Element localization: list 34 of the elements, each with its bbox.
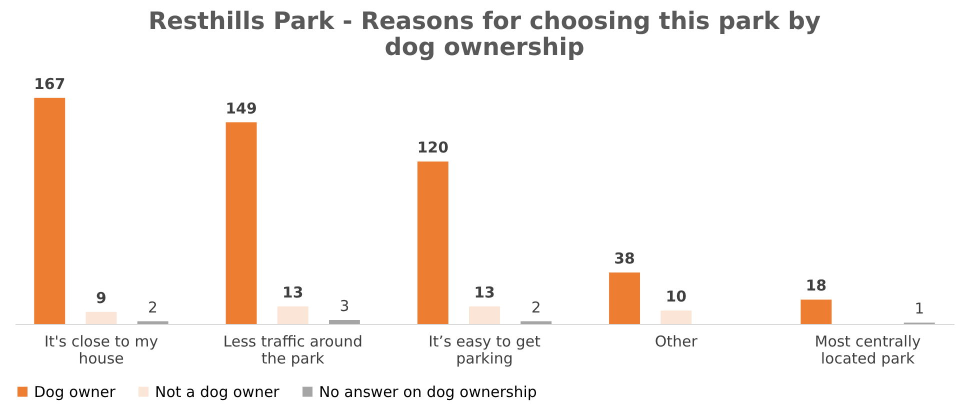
data-label: 13 bbox=[282, 283, 304, 302]
legend-label: Dog owner bbox=[34, 382, 116, 401]
bar bbox=[34, 98, 66, 324]
data-label: 10 bbox=[666, 287, 687, 306]
data-label: 120 bbox=[417, 138, 449, 157]
bar bbox=[417, 162, 448, 324]
bar bbox=[137, 321, 168, 324]
legend-label: Not a dog owner bbox=[155, 382, 280, 401]
data-label: 38 bbox=[614, 250, 635, 268]
x-tick-label: Other bbox=[654, 332, 698, 350]
data-label: 18 bbox=[806, 276, 827, 295]
bar bbox=[520, 321, 552, 324]
bar bbox=[800, 300, 832, 324]
x-tick-label: Most centrally located park bbox=[814, 332, 921, 368]
bar bbox=[226, 122, 257, 324]
data-label: 2 bbox=[531, 298, 541, 316]
data-label: 167 bbox=[34, 74, 66, 93]
bar bbox=[86, 312, 117, 324]
x-tick-label: Less traffic around the park bbox=[223, 332, 362, 368]
legend-label: No answer on dog ownership bbox=[319, 382, 537, 401]
bar bbox=[277, 306, 308, 324]
data-label: 1 bbox=[914, 300, 924, 318]
x-tick-label: It’s easy to get parking bbox=[428, 332, 541, 368]
bar bbox=[609, 272, 640, 324]
data-label: 13 bbox=[474, 283, 495, 302]
bar bbox=[660, 310, 692, 324]
bar bbox=[469, 306, 500, 324]
bar bbox=[328, 320, 360, 324]
data-label: 149 bbox=[226, 99, 257, 118]
x-tick-label: It's close to my house bbox=[44, 332, 158, 368]
chart-title: Resthills Park - Reasons for choosing this park by dog ownership bbox=[148, 7, 822, 61]
data-label: 3 bbox=[340, 296, 350, 315]
data-label: 2 bbox=[148, 298, 158, 316]
data-label: 9 bbox=[96, 288, 106, 307]
